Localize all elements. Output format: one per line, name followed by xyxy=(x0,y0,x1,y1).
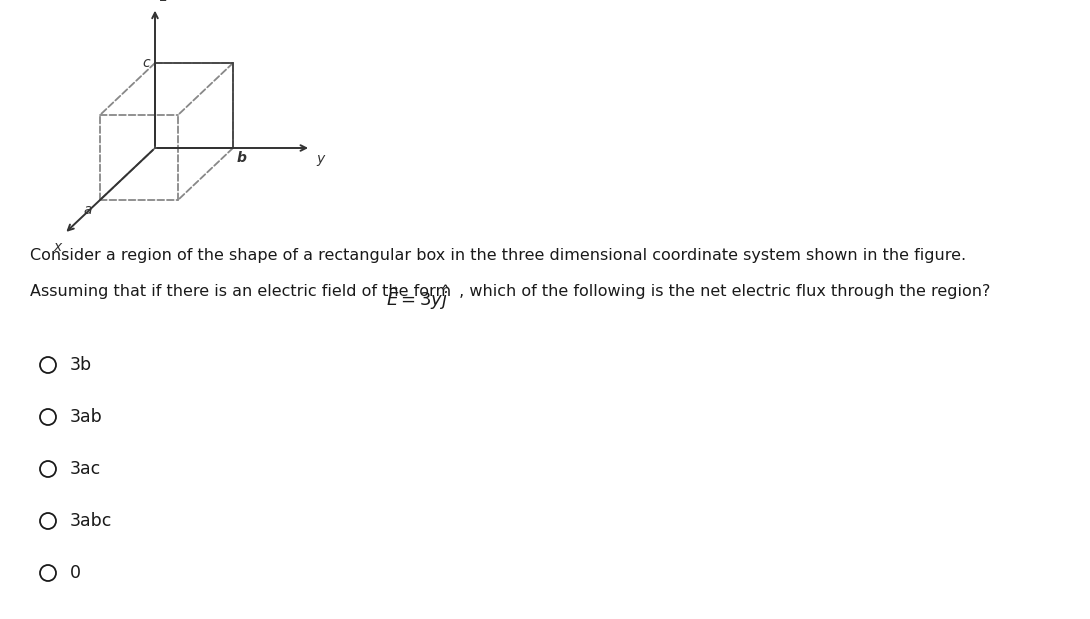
Text: z: z xyxy=(159,0,167,4)
Text: 0: 0 xyxy=(70,564,81,582)
Text: , which of the following is the net electric flux through the region?: , which of the following is the net elec… xyxy=(453,284,990,299)
Text: 3b: 3b xyxy=(70,356,93,374)
Text: y: y xyxy=(316,152,324,166)
Text: 3ab: 3ab xyxy=(70,408,102,426)
Text: $\vec{E}=3y\hat{j}$: $\vec{E}=3y\hat{j}$ xyxy=(386,283,449,312)
Text: Consider a region of the shape of a rectangular box in the three dimensional coo: Consider a region of the shape of a rect… xyxy=(31,248,966,263)
Text: a: a xyxy=(84,203,92,217)
Text: b: b xyxy=(237,151,246,165)
Text: c: c xyxy=(143,56,150,70)
Text: 3ac: 3ac xyxy=(70,460,101,478)
Text: 3abc: 3abc xyxy=(70,512,112,530)
Text: Assuming that if there is an electric field of the form: Assuming that if there is an electric fi… xyxy=(31,284,457,299)
Text: x: x xyxy=(53,240,61,254)
